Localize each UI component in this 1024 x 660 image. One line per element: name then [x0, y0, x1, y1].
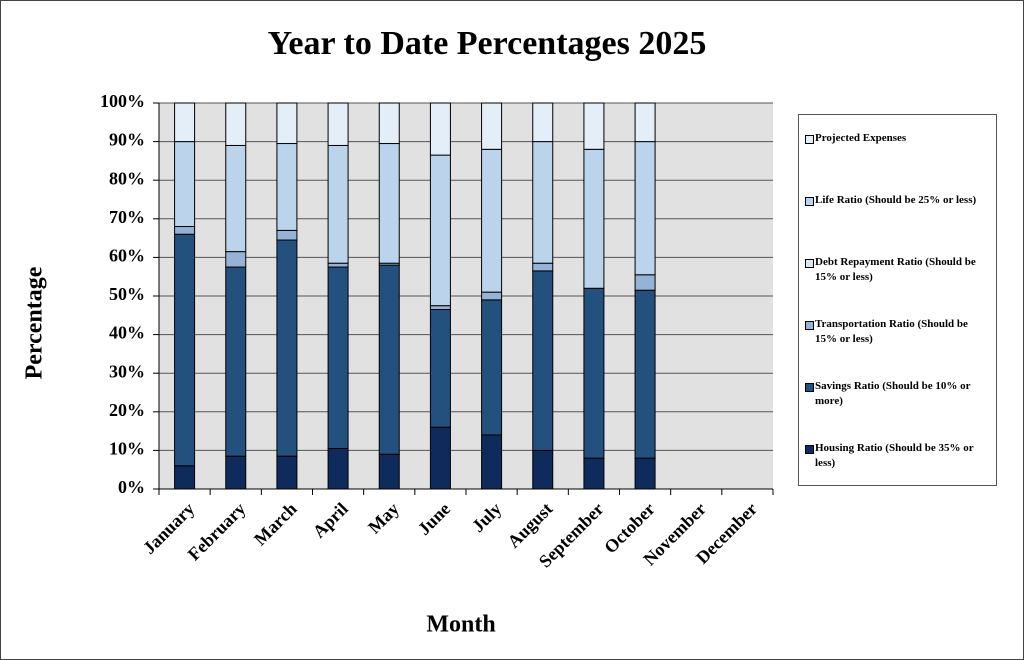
bar-segment: [225, 144, 247, 253]
y-axis-label: Percentage: [22, 266, 48, 379]
y-tick-label: 50%: [109, 284, 145, 304]
bar-segment: [225, 251, 247, 268]
legend-label: Housing Ratio (Should be 35% or less): [815, 442, 974, 469]
bar-segment: [174, 141, 196, 228]
y-tick-label: 20%: [109, 400, 145, 420]
x-tick-label: July: [468, 499, 505, 536]
bar-segment: [583, 102, 605, 150]
legend-swatch: [805, 445, 814, 454]
y-tick-label: 100%: [100, 91, 145, 111]
y-tick-label: 10%: [109, 439, 145, 459]
legend-swatch: [805, 259, 814, 268]
bar-segment: [583, 287, 605, 459]
bar-segment: [378, 143, 400, 264]
legend-label: Debt Repayment Ratio (Should be 15% or l…: [815, 256, 976, 283]
bar-segment: [327, 262, 349, 268]
legend-swatch: [805, 197, 814, 206]
legend-swatch: [805, 321, 814, 330]
bar-segment: [174, 226, 196, 235]
legend-item: Debt Repayment Ratio (Should be 15% or l…: [805, 255, 991, 285]
legend: Projected Expenses Life Ratio (Should be …: [798, 114, 997, 486]
bar-segment: [532, 262, 554, 272]
bar-segment: [634, 274, 656, 291]
bar-segment: [225, 102, 247, 146]
bar-segment: [532, 449, 554, 490]
y-tick-label: 90%: [109, 130, 145, 150]
bar-segment: [378, 453, 400, 490]
bar-segment: [429, 305, 451, 311]
bar-segment: [225, 266, 247, 457]
y-tick-label: 40%: [109, 323, 145, 343]
bar-segment: [174, 465, 196, 490]
bar-segment: [276, 102, 298, 145]
bar-segment: [481, 102, 503, 150]
bar-segment: [327, 447, 349, 490]
bar-segment: [583, 457, 605, 490]
legend-item: Savings Ratio (Should be 10% or more): [805, 379, 991, 409]
legend-item: Life Ratio (Should be 25% or less): [805, 193, 991, 208]
bar-segment: [225, 455, 247, 490]
bar-segment: [481, 291, 503, 301]
bar-segment: [174, 233, 196, 467]
x-tick-label: June: [414, 499, 454, 539]
bar-segment: [174, 102, 196, 143]
bar-segment: [327, 266, 349, 449]
y-tick-label: 60%: [109, 246, 145, 266]
bar-segment: [276, 229, 298, 241]
bar-segment: [429, 426, 451, 490]
legend-label: Savings Ratio (Should be 10% or more): [815, 380, 971, 407]
bar-segment: [634, 457, 656, 490]
bar-segment: [583, 148, 605, 289]
legend-label: Life Ratio (Should be 25% or less): [815, 194, 977, 206]
bar-segment: [634, 102, 656, 143]
bar-segment: [532, 102, 554, 143]
bar-segment: [429, 309, 451, 428]
bar-segment: [532, 141, 554, 264]
legend-label: Transportation Ratio (Should be 15% or l…: [815, 318, 968, 345]
legend-swatch: [805, 135, 814, 144]
bar-segment: [327, 102, 349, 146]
legend-item: Transportation Ratio (Should be 15% or l…: [805, 317, 991, 347]
y-tick-label: 0%: [118, 477, 145, 497]
bar-segment: [481, 299, 503, 436]
bar-segment: [276, 455, 298, 490]
bar-segment: [634, 289, 656, 459]
chart-title: Year to Date Percentages 2025: [268, 25, 707, 62]
legend-item: Projected Expenses: [805, 131, 991, 146]
bar-segment: [634, 141, 656, 276]
bar-segment: [481, 148, 503, 293]
x-tick-label: May: [364, 499, 403, 538]
legend-swatch: [805, 383, 814, 392]
y-tick-label: 30%: [109, 361, 145, 381]
bar-segment: [429, 154, 451, 307]
x-tick-label: April: [309, 499, 352, 542]
legend-item: Housing Ratio (Should be 35% or less): [805, 441, 991, 471]
bar-segment: [378, 264, 400, 455]
bar-segment: [327, 144, 349, 264]
x-axis-label: Month: [426, 612, 495, 638]
bar-segment: [276, 239, 298, 457]
y-tick-label: 80%: [109, 168, 145, 188]
bar-segment: [276, 143, 298, 231]
bar-segment: [532, 270, 554, 451]
bar-segment: [429, 102, 451, 156]
bar-segment: [378, 102, 400, 145]
legend-label: Projected Expenses: [815, 132, 907, 144]
y-tick-label: 70%: [109, 207, 145, 227]
x-tick-label: March: [250, 499, 301, 550]
bar-segment: [481, 434, 503, 490]
